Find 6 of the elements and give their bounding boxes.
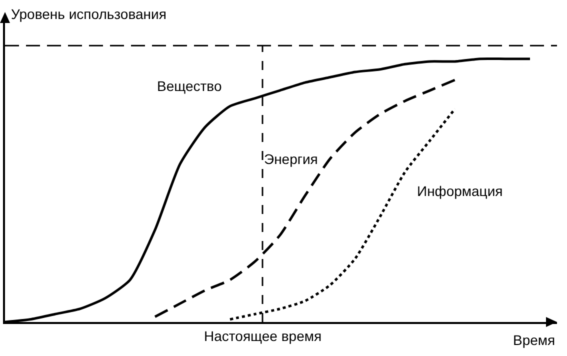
series-label: Вещество <box>157 78 222 94</box>
text: Настоящее время <box>204 328 322 344</box>
series-label: Информация <box>417 183 503 199</box>
x-axis-title: Время <box>513 332 556 348</box>
series-label: Энергия <box>264 151 318 167</box>
y-axis-title: Уровень использования <box>11 6 166 22</box>
